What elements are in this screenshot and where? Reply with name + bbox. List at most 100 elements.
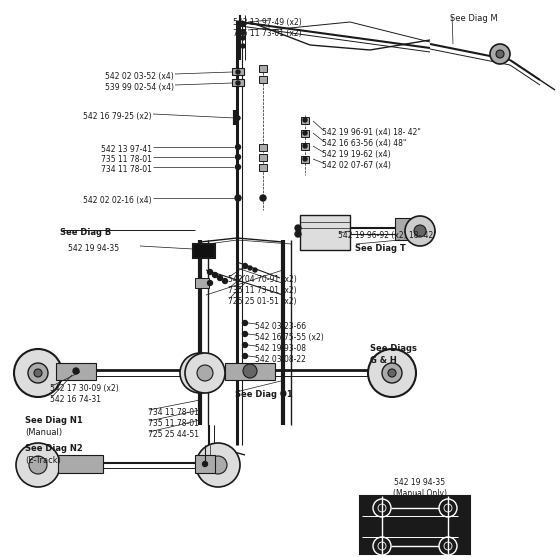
Text: 542 13 97-49 (x2): 542 13 97-49 (x2) [232,18,301,27]
Circle shape [295,231,301,237]
Bar [232,79,244,86]
Text: 542 16 79-25 (x2): 542 16 79-25 (x2) [83,112,152,121]
Bar [259,154,267,161]
Bar [225,363,275,380]
Bar [195,278,209,288]
Circle shape [242,264,248,268]
Text: See Diag N1: See Diag N1 [25,416,83,425]
Circle shape [28,363,48,383]
Circle shape [208,269,212,274]
Circle shape [192,365,208,381]
Circle shape [185,353,225,393]
Text: 542 19 96-91 (x4) 18- 42": 542 19 96-91 (x4) 18- 42" [322,128,421,137]
Text: 542 19 93-08: 542 19 93-08 [255,344,306,353]
Circle shape [241,44,245,48]
Text: (Manual): (Manual) [25,428,62,437]
Bar [259,76,267,83]
Circle shape [16,443,60,487]
Text: 725 25 01-51 (x2): 725 25 01-51 (x2) [228,297,296,306]
Circle shape [242,343,248,348]
Circle shape [236,165,240,170]
Text: 734 11 78-01: 734 11 78-01 [148,408,199,417]
Text: G & H: G & H [370,356,396,365]
Circle shape [496,50,504,58]
Circle shape [303,118,307,122]
Circle shape [405,216,435,246]
Circle shape [180,353,220,393]
Circle shape [490,44,510,64]
Text: 542 19 94-35: 542 19 94-35 [394,478,446,487]
Bar [395,218,413,240]
Text: 539 99 02-54 (x4): 539 99 02-54 (x4) [105,83,174,92]
Circle shape [236,70,240,74]
Text: 542 19 94-35: 542 19 94-35 [68,244,119,253]
Text: 542 04 70-91 (x2): 542 04 70-91 (x2) [228,275,297,284]
Circle shape [241,36,245,40]
Circle shape [197,365,213,381]
Text: 542 02 02-16 (x4): 542 02 02-16 (x4) [83,196,152,205]
Circle shape [29,456,47,474]
Circle shape [368,349,416,397]
Circle shape [222,278,227,283]
Text: 735 11 73-01 (x2): 735 11 73-01 (x2) [233,29,301,38]
Circle shape [295,225,301,231]
Circle shape [240,30,245,35]
Circle shape [242,320,248,325]
Circle shape [303,157,307,161]
Circle shape [414,225,426,237]
Text: See Diag B: See Diag B [60,228,111,237]
Text: 734 11 78-01: 734 11 78-01 [101,165,152,174]
Circle shape [34,369,42,377]
Circle shape [303,144,307,148]
Circle shape [212,273,217,278]
Circle shape [196,443,240,487]
Text: (E-Track): (E-Track) [25,456,61,465]
Text: 542 16 75-55 (x2): 542 16 75-55 (x2) [255,333,324,342]
Text: See Diags: See Diags [370,344,417,353]
Text: See Diag T: See Diag T [355,244,406,253]
Circle shape [236,81,240,85]
Text: See Diag O1: See Diag O1 [235,390,293,399]
Bar [56,363,96,380]
Text: (Manual Only): (Manual Only) [393,489,447,498]
Circle shape [208,281,212,286]
Bar [232,68,244,75]
Text: See Diag N2: See Diag N2 [25,444,83,453]
Circle shape [248,266,252,270]
Circle shape [236,116,240,120]
Text: 542 02 07-67 (x4): 542 02 07-67 (x4) [322,161,391,170]
Circle shape [235,195,241,201]
Bar [259,65,267,72]
Bar [259,144,267,151]
Text: 725 25 44-51: 725 25 44-51 [148,430,199,439]
Text: 542 17 30-09 (x2): 542 17 30-09 (x2) [50,384,119,393]
Circle shape [203,461,208,466]
Circle shape [242,332,248,337]
Text: 735 11 73-01 (x2): 735 11 73-01 (x2) [228,286,297,295]
Circle shape [217,276,222,281]
Text: 542 03 08-22: 542 03 08-22 [255,355,306,364]
Text: See Diag M: See Diag M [450,14,498,23]
Circle shape [73,368,79,374]
Text: 542 13 97-41: 542 13 97-41 [101,145,152,154]
Circle shape [236,155,240,160]
Bar [195,455,215,473]
Circle shape [260,195,266,201]
Circle shape [303,131,307,135]
Bar [301,156,309,163]
Text: 542 03 23-66: 542 03 23-66 [255,322,306,331]
Circle shape [209,456,227,474]
Text: 542 16 74-31: 542 16 74-31 [50,395,101,404]
Circle shape [382,363,402,383]
Bar [193,244,215,258]
Text: 735 11 78-01: 735 11 78-01 [101,155,152,164]
Text: 542 19 19-62 (x4): 542 19 19-62 (x4) [322,150,391,159]
Circle shape [253,268,257,272]
Bar [259,164,267,171]
Bar [360,496,470,554]
Bar [58,455,103,473]
Bar [300,215,350,250]
Text: 542 16 63-56 (x4) 48": 542 16 63-56 (x4) 48" [322,139,407,148]
Text: 542 02 03-52 (x4): 542 02 03-52 (x4) [105,72,174,81]
Circle shape [243,364,257,378]
